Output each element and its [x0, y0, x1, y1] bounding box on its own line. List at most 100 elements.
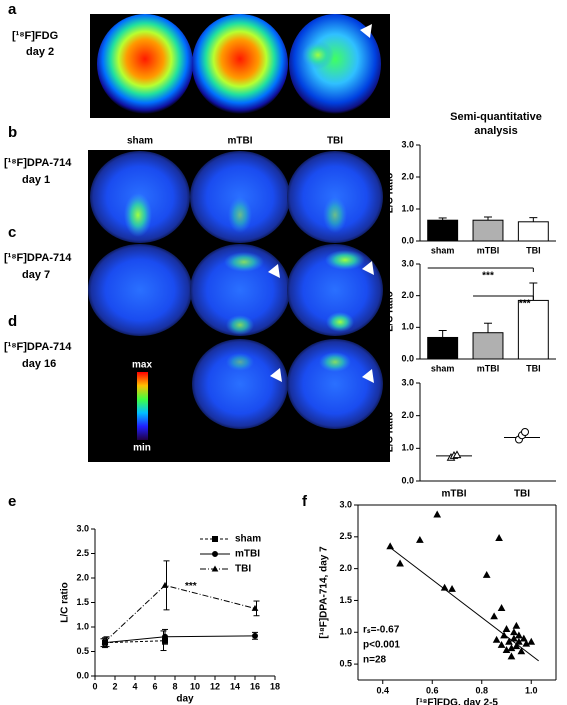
- significance-label: ***: [185, 581, 197, 592]
- bar: [427, 336, 459, 360]
- y-tick-label: 1.0: [401, 322, 414, 332]
- panel-letter: c: [8, 224, 16, 241]
- bar: [472, 332, 504, 360]
- point: [452, 450, 462, 459]
- brain-image: [287, 339, 383, 429]
- annotation: rₛ=-0.67: [363, 625, 400, 636]
- y-tick-label: 2.0: [401, 290, 414, 300]
- panel-letter: b: [8, 124, 17, 141]
- y-tick-label: 0.5: [339, 658, 352, 668]
- x-tick-label: 0.6: [426, 685, 439, 695]
- colorbar: [137, 372, 148, 440]
- colorbar-label: max: [132, 360, 152, 371]
- brain-image: [190, 244, 290, 336]
- y-tick-label: 2.5: [339, 531, 352, 541]
- column-label: TBI: [327, 136, 343, 147]
- brain-image: [192, 14, 288, 114]
- y-axis-label: L/C ratio: [385, 412, 396, 453]
- y-axis-label: L/C ratio: [60, 582, 71, 623]
- y-tick-label: 2.0: [339, 563, 352, 573]
- y-tick-label: 0.0: [401, 235, 414, 245]
- hotspot: [124, 193, 152, 237]
- x-tick-label: 18: [270, 681, 280, 691]
- bar: [517, 299, 549, 360]
- point: [101, 638, 109, 645]
- y-axis-label: [¹⁸F]DPA-714, day 7: [319, 546, 330, 639]
- significance-label: ***: [519, 299, 531, 310]
- point: [482, 570, 491, 578]
- row-label: [¹⁸F]DPA-714: [4, 157, 72, 169]
- y-tick-label: 3.0: [401, 377, 414, 387]
- panel-letter: a: [8, 1, 17, 18]
- point: [497, 604, 506, 611]
- hotspot: [226, 353, 254, 371]
- y-axis-label: L/C ratio: [385, 173, 396, 214]
- arrowhead: [360, 24, 372, 38]
- x-tick-label: sham: [431, 363, 455, 373]
- row-label: day 16: [22, 358, 56, 370]
- point: [440, 583, 449, 591]
- hotspot: [323, 197, 347, 233]
- x-tick-label: TBI: [526, 363, 541, 373]
- bar: [472, 219, 504, 242]
- brain-image: [192, 339, 288, 429]
- fit-line: [389, 547, 539, 662]
- point: [416, 535, 424, 543]
- x-tick-label: 0.8: [475, 685, 488, 695]
- x-tick-label: 0: [92, 681, 97, 691]
- x-tick-label: sham: [431, 245, 455, 255]
- y-tick-label: 0.0: [401, 353, 414, 363]
- point: [396, 559, 404, 567]
- point: [495, 534, 503, 541]
- hotspot: [226, 315, 254, 335]
- x-tick-label: 12: [210, 681, 220, 691]
- x-tick-label: 8: [172, 681, 177, 691]
- arrowhead: [268, 264, 280, 278]
- arrowhead: [270, 368, 282, 382]
- y-tick-label: 0.0: [76, 670, 89, 680]
- y-tick-label: 0.5: [76, 646, 89, 656]
- x-axis-label: day: [176, 694, 194, 705]
- annotation: p<0.001: [363, 640, 400, 651]
- row-label: [¹⁸F]FDG: [12, 30, 58, 42]
- hotspot: [224, 252, 264, 272]
- point: [212, 536, 218, 542]
- hotspot: [228, 197, 252, 233]
- colorbar-label: min: [133, 443, 151, 454]
- x-tick-label: mTBI: [442, 489, 467, 500]
- point: [527, 637, 536, 645]
- x-tick-label: 14: [230, 681, 240, 691]
- point: [162, 633, 168, 640]
- point: [252, 632, 258, 639]
- x-tick-label: 16: [250, 681, 260, 691]
- x-tick-label: 10: [190, 681, 200, 691]
- point: [502, 625, 511, 632]
- brain-image: [97, 14, 193, 114]
- x-tick-label: 1.0: [525, 685, 538, 695]
- legend-label: mTBI: [235, 549, 260, 560]
- column-label: mTBI: [228, 136, 253, 147]
- y-tick-label: 2.0: [401, 171, 414, 181]
- series-line: [104, 584, 256, 643]
- x-tick-label: mTBI: [477, 245, 500, 255]
- arrowhead: [362, 261, 374, 275]
- hotspot: [319, 352, 351, 372]
- legend-label: TBI: [235, 564, 251, 575]
- chart-title: Semi-quantitative analysis: [450, 111, 542, 137]
- legend-label: sham: [235, 534, 261, 545]
- y-axis-label: L/C ratio: [385, 291, 396, 332]
- bar: [427, 219, 459, 242]
- point: [251, 604, 259, 611]
- y-tick-label: 3.0: [401, 258, 414, 268]
- x-tick-label: 6: [152, 681, 157, 691]
- point: [515, 631, 523, 639]
- column-label: TBI: [324, 4, 340, 15]
- panel-letter: e: [8, 493, 16, 510]
- point: [211, 565, 219, 572]
- x-tick-label: mTBI: [477, 363, 500, 373]
- point: [512, 642, 521, 650]
- point: [497, 640, 506, 648]
- point: [500, 631, 508, 639]
- y-tick-label: 2.5: [76, 548, 89, 558]
